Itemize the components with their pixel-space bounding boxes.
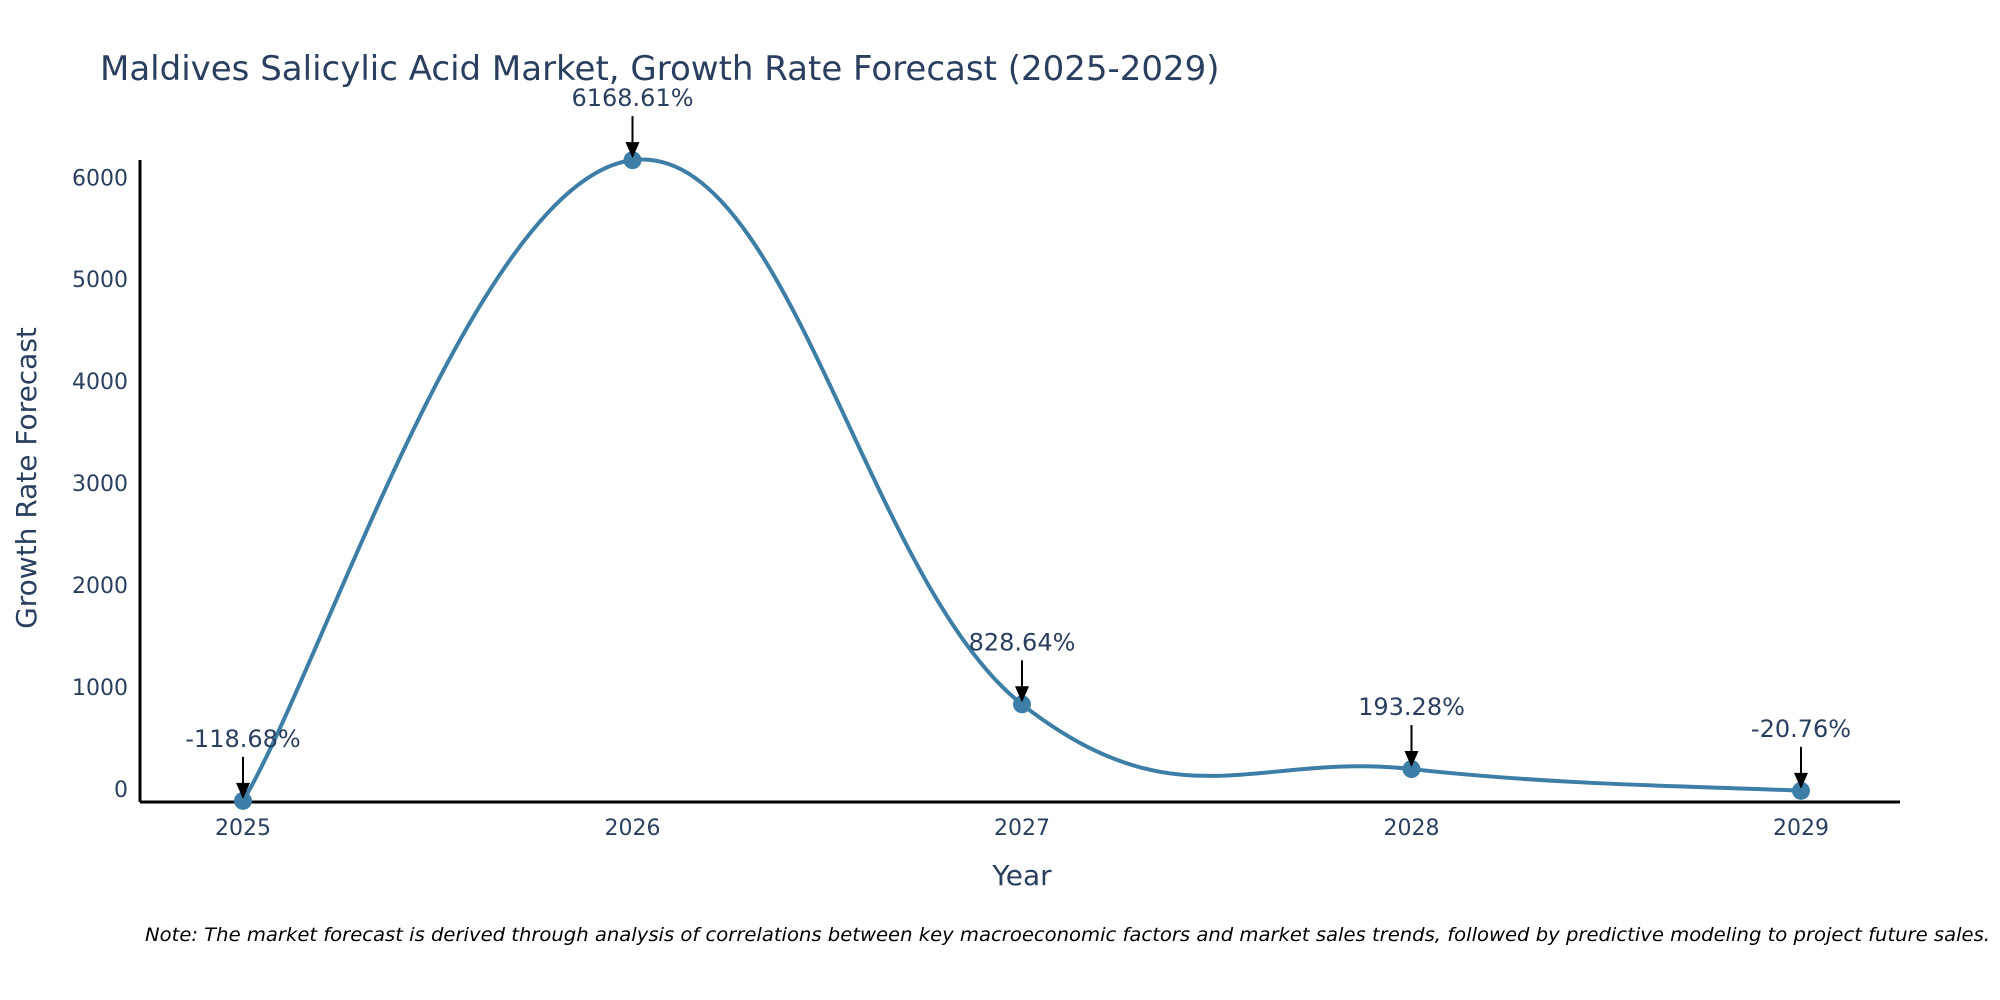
annotation-arrowhead [1015,686,1029,703]
y-tick-label: 0 [114,778,128,803]
footnote: Note: The market forecast is derived thr… [145,924,1990,946]
data-label: 193.28% [1358,693,1465,721]
y-tick-label: 6000 [72,166,128,191]
chart-title: Maldives Salicylic Acid Market, Growth R… [100,49,1220,89]
data-label: -118.68% [185,725,300,753]
data-markers [234,151,1810,810]
x-tick-label: 2027 [994,816,1050,841]
y-tick-label: 2000 [72,574,128,599]
growth-rate-line [241,157,1802,802]
x-tick-label: 2028 [1384,816,1440,841]
y-tick-label: 4000 [72,370,128,395]
y-tick-label: 3000 [72,472,128,497]
annotation-arrowhead [1794,772,1808,789]
annotation-arrowhead [1404,751,1419,768]
data-point [1402,760,1421,779]
data-annotations: -118.68% 6168.61% 828.64% 193.28% -20.76% [185,84,1851,799]
data-label: -20.76% [1751,715,1851,743]
x-tick-label: 2025 [215,816,271,841]
x-tick-label: 2029 [1773,816,1829,841]
data-point [623,151,642,170]
data-label: 6168.61% [571,84,693,112]
y-axis-ticks: 0 1000 2000 3000 4000 5000 6000 [72,166,128,802]
annotation-arrowhead [625,142,640,159]
data-point [1792,781,1810,800]
y-axis-label: Growth Rate Forecast [10,327,43,629]
x-axis-ticks: 2025 2026 2027 2028 2029 [215,816,1829,841]
x-tick-label: 2026 [605,816,661,841]
data-point [234,791,252,810]
y-tick-label: 1000 [72,676,128,701]
annotation-arrowhead [236,782,250,799]
data-label: 828.64% [969,628,1076,656]
x-axis-label: Year [991,859,1052,892]
y-tick-label: 5000 [72,268,128,293]
data-point [1013,695,1031,714]
